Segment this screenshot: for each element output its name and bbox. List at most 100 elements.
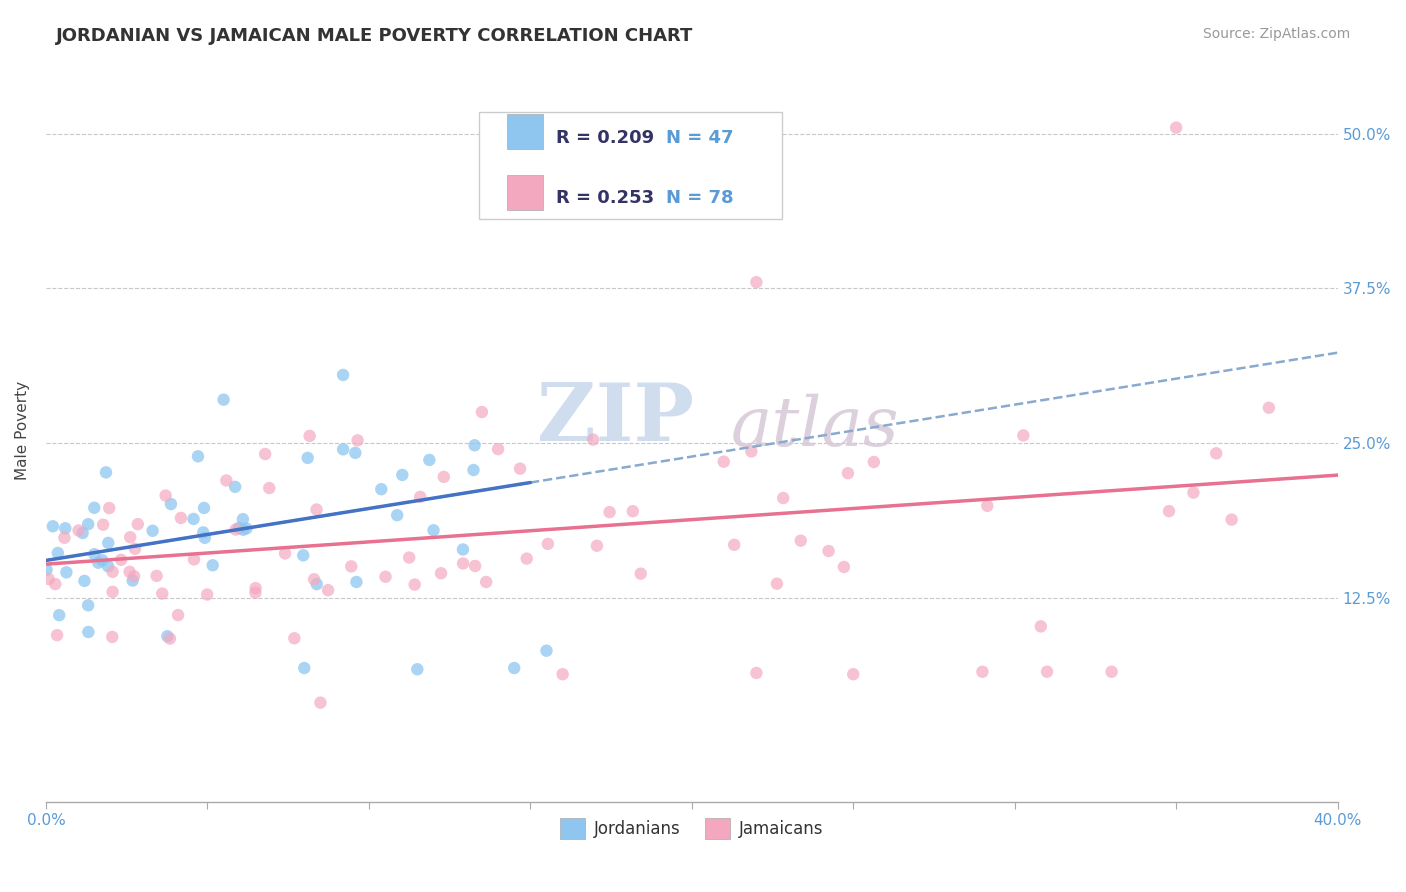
Point [346,434,368,448]
Point [245,581,267,595]
Point [53,521,76,535]
FancyBboxPatch shape [508,114,543,149]
Point [316,583,339,598]
Point [292,549,315,563]
Point [451,542,474,557]
Point [599,505,621,519]
Point [46,628,69,642]
Point [245,585,267,599]
Point [91,553,114,567]
Point [35,563,58,577]
Point [404,577,426,591]
Point [187,450,209,464]
Text: atlas: atlas [731,393,898,460]
Point [77,599,100,613]
Point [46,546,69,560]
Point [551,667,574,681]
Point [155,489,177,503]
Point [156,629,179,643]
Point [582,433,605,447]
Point [194,531,217,545]
Point [1029,619,1052,633]
Point [305,577,328,591]
Point [101,585,124,599]
Point [77,517,100,532]
Point [344,446,367,460]
Point [430,566,453,581]
Point [145,569,167,583]
Point [621,504,644,518]
Point [766,576,789,591]
Point [91,517,114,532]
Point [212,392,235,407]
Point [842,667,865,681]
Point [302,572,325,586]
Point [837,466,859,480]
Point [772,491,794,505]
Point [863,455,886,469]
Point [790,533,813,548]
Text: Source: ZipAtlas.com: Source: ZipAtlas.com [1202,27,1350,41]
Point [183,512,205,526]
Point [38,572,60,586]
Point [332,368,354,382]
Point [94,466,117,480]
Point [418,453,440,467]
Point [72,525,94,540]
Point [475,574,498,589]
Point [118,565,141,579]
Point [232,512,254,526]
Point [385,508,408,523]
Point [832,560,855,574]
Point [723,538,745,552]
Point [503,661,526,675]
Point [817,544,839,558]
Point [509,461,531,475]
Point [67,524,90,538]
Point [630,566,652,581]
Point [292,661,315,675]
Point [1220,513,1243,527]
Point [536,643,558,657]
Point [150,586,173,600]
Point [254,447,277,461]
Text: N = 47: N = 47 [666,128,734,146]
Point [274,546,297,560]
Point [471,405,494,419]
Point [1205,446,1227,460]
Point [537,537,560,551]
Point [195,588,218,602]
Point [160,497,183,511]
Point [201,558,224,573]
Point [122,569,145,583]
Legend: Jordanians, Jamaicans: Jordanians, Jamaicans [554,812,830,846]
Point [451,557,474,571]
Point [346,574,368,589]
Point [167,608,190,623]
Point [374,570,396,584]
Point [398,550,420,565]
Point [159,632,181,646]
Point [433,470,456,484]
Point [44,577,66,591]
Point [121,574,143,588]
Point [259,481,281,495]
Point [42,519,65,533]
Point [463,463,485,477]
Point [464,558,486,573]
Point [340,559,363,574]
Point [1036,665,1059,679]
Point [1257,401,1279,415]
Point [110,553,132,567]
Point [305,502,328,516]
Point [97,536,120,550]
Text: ZIP: ZIP [537,381,693,458]
Point [745,275,768,289]
Point [740,444,762,458]
Point [409,490,432,504]
Point [77,625,100,640]
Point [283,632,305,646]
Point [486,442,509,457]
Point [101,565,124,579]
Point [48,608,70,623]
